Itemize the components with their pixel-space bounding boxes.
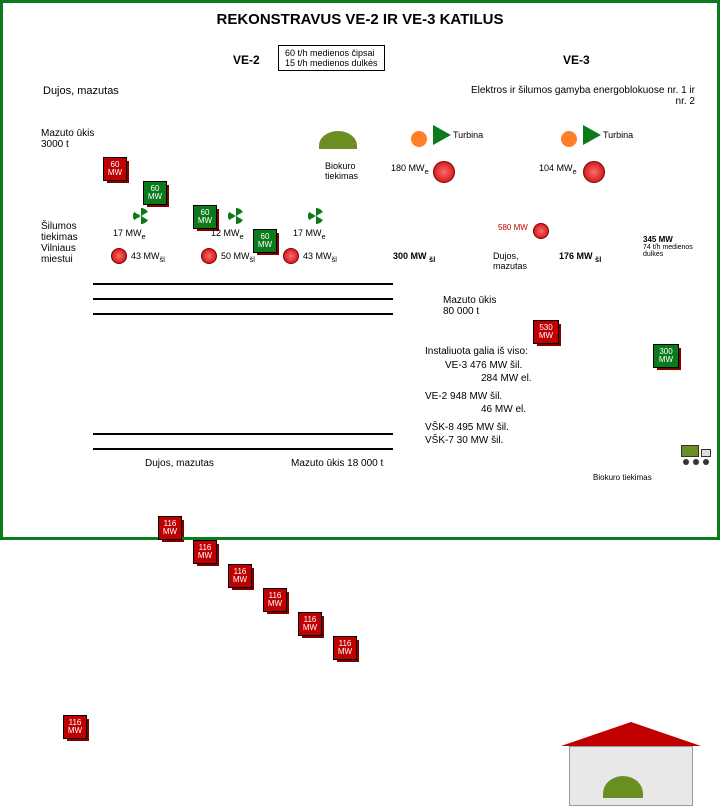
b116-2: 116 MW <box>193 540 217 564</box>
sil-2: tiekimas <box>41 232 78 243</box>
b116-4: 116 MW <box>263 588 287 612</box>
mw50s: 50 MWšl <box>221 251 255 264</box>
box-60mw-4: 60 MW <box>253 229 277 253</box>
turbina-label-1: Turbina <box>453 130 483 140</box>
sil-1: Šilumos <box>41 221 78 232</box>
biok2: Biokuro tiekimas <box>593 473 652 482</box>
mw300s: 300 MW šl <box>393 251 435 264</box>
b116-5: 116 MW <box>298 612 322 636</box>
mw176: 176 MW šl <box>559 251 601 264</box>
truck1 <box>313 121 367 155</box>
inst6: VŠK-8 495 MW šil. <box>425 421 532 435</box>
mw104: 104 MWe <box>539 163 577 176</box>
truck-b <box>681 445 711 463</box>
biokuro-l1: Biokuro <box>325 161 358 171</box>
wheel-3 <box>533 223 549 239</box>
inst2: VE-3 476 MW šil. <box>425 359 532 373</box>
installed-power: Instaliuota galia iš viso: VE-3 476 MW š… <box>425 345 532 448</box>
mw17e-2: 17 MWe <box>293 228 326 241</box>
chips-line1: 60 t/h medienos čipsai <box>285 48 378 58</box>
chips-line2: 15 t/h medienos dulkės <box>285 58 378 68</box>
mini-t-1 <box>133 208 149 224</box>
elektros-l1: Elektros ir šilumos gamyba energoblokuos… <box>405 85 695 96</box>
biokuro-t: Biokuro tiekimas <box>325 161 358 181</box>
mw180: 180 MWe <box>391 163 429 176</box>
wheel-1 <box>433 161 455 183</box>
b116-6: 116 MW <box>333 636 357 660</box>
page-title: REKONSTRAVUS VE-2 IR VE-3 KATILUS <box>3 3 717 32</box>
inst7: VŠK-7 30 MW šil. <box>425 434 532 448</box>
mini-t-2 <box>228 208 244 224</box>
m80-1: Mazuto ūkis <box>443 295 496 306</box>
turbine-1: Turbina <box>433 125 483 145</box>
collector-4 <box>93 433 393 435</box>
mw345: 345 MW <box>643 235 699 244</box>
sil-4: miestui <box>41 254 78 265</box>
chips-box: 60 t/h medienos čipsai 15 t/h medienos d… <box>278 45 385 71</box>
orange-1 <box>411 131 427 147</box>
collector-1 <box>93 283 393 285</box>
inst4: VE-2 948 MW šil. <box>425 390 532 404</box>
dujos2: Dujos, mazutas <box>145 458 214 469</box>
b116-3: 116 MW <box>228 564 252 588</box>
mini-t-3 <box>308 208 324 224</box>
b116-1: 116 MW <box>158 516 182 540</box>
m80-2: 80 000 t <box>443 306 496 317</box>
mw43s-2: 43 MWšl <box>303 251 337 264</box>
box-60mw-2: 60 MW <box>143 181 167 205</box>
turbina-label-2: Turbina <box>603 130 633 140</box>
silumos-label: Šilumos tiekimas Vilniaus miestui <box>41 221 78 265</box>
mazuto-ukis-label: Mazuto ūkis 3000 t <box>41 128 94 150</box>
box-530: 530 MW <box>533 320 559 344</box>
ve2-label: VE-2 <box>233 53 260 67</box>
dujos-label: Dujos, mazutas <box>43 85 119 97</box>
mazuto-ukis-v: 3000 t <box>41 139 94 150</box>
wheel-2 <box>583 161 605 183</box>
collector-5 <box>93 448 393 450</box>
dujmaz-text: Dujos, mazutas <box>493 251 533 271</box>
collector-2 <box>93 298 393 300</box>
mazuto-80: Mazuto ūkis 80 000 t <box>443 295 496 317</box>
box-300: 300 MW <box>653 344 679 368</box>
inst5: 46 MW el. <box>425 403 532 417</box>
mw345-grp: 345 MW 74 t/h medienos dulkės <box>643 235 699 258</box>
w-s3 <box>283 248 299 264</box>
mazuto-ukis-t: Mazuto ūkis <box>41 128 94 139</box>
building <box>561 722 701 812</box>
turbine-2: Turbina <box>583 125 633 145</box>
mw43s-1: 43 MWšl <box>131 251 165 264</box>
b116-7: 116 MW <box>63 715 87 739</box>
mw580: 580 MW <box>498 223 528 232</box>
biokuro-l2: tiekimas <box>325 171 358 181</box>
w-s2 <box>201 248 217 264</box>
mw17e-1: 17 MWe <box>113 228 146 241</box>
collector-3 <box>93 313 393 315</box>
mw74: 74 t/h medienos dulkės <box>643 244 699 258</box>
elektros-l2: nr. 2 <box>405 96 695 107</box>
inst1: Instaliuota galia iš viso: <box>425 345 532 359</box>
box-60mw-3: 60 MW <box>193 205 217 229</box>
orange-2 <box>561 131 577 147</box>
w-s1 <box>111 248 127 264</box>
inst3: 284 MW el. <box>425 372 532 386</box>
sil-3: Vilniaus <box>41 243 78 254</box>
box-60mw-1: 60 MW <box>103 157 127 181</box>
elektros-label: Elektros ir šilumos gamyba energoblokuos… <box>405 85 695 107</box>
mw12e: 12 MWe <box>211 228 244 241</box>
dujmaz-mid: Dujos, mazutas <box>493 251 533 271</box>
ve3-label: VE-3 <box>563 53 590 67</box>
mazuto18: Mazuto ūkis 18 000 t <box>291 458 383 469</box>
